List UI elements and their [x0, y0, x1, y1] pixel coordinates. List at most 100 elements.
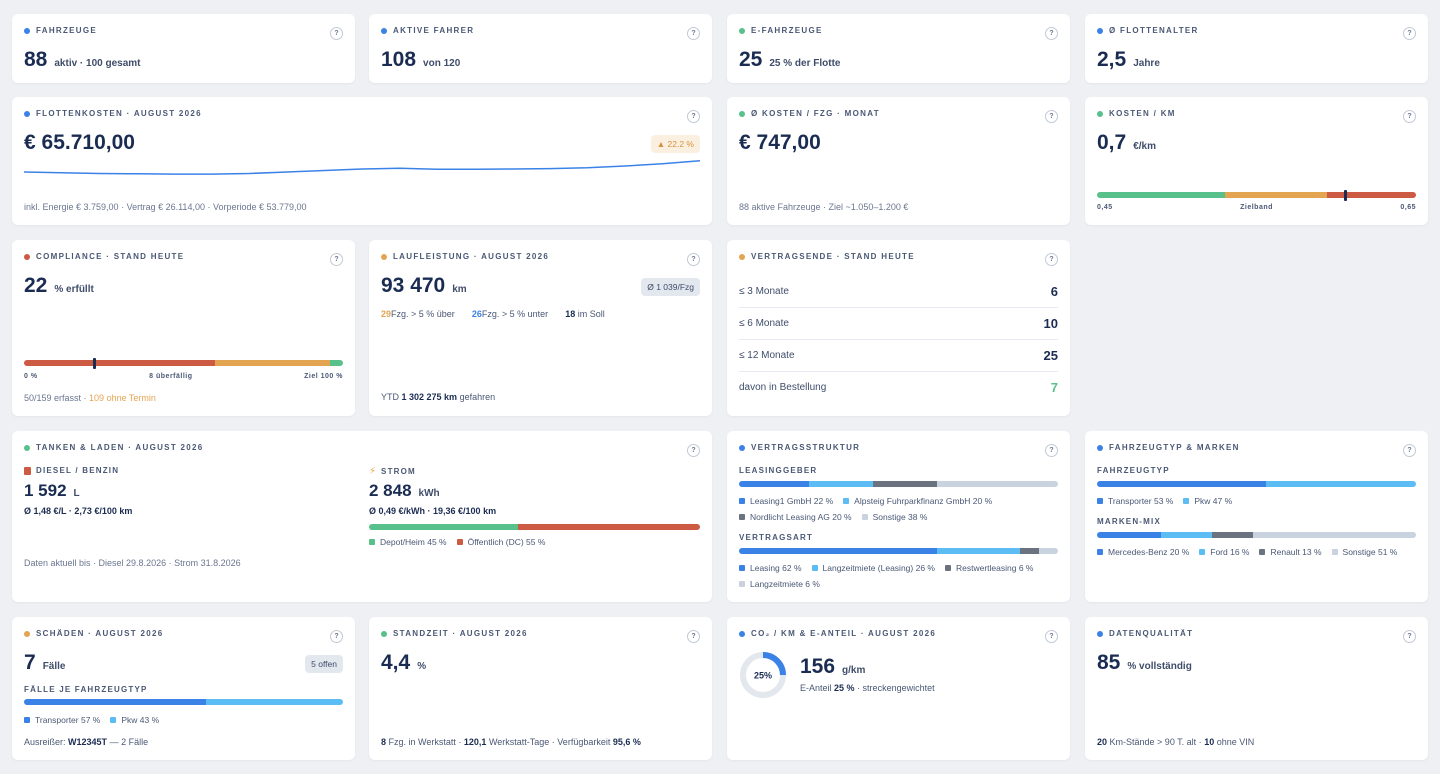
bar-segment: [1038, 548, 1058, 554]
kpi-value: 88: [24, 48, 48, 71]
status-dot: [24, 27, 30, 34]
help-icon[interactable]: ?: [1045, 27, 1058, 40]
kpi-detail: 25 % der Flotte: [769, 58, 841, 69]
card-schaeden: Schäden · August 2026 ? 7 Fälle 5 offen F…: [12, 617, 355, 760]
help-icon[interactable]: ?: [1403, 630, 1416, 643]
scale-min: 0,45: [1097, 204, 1113, 211]
card-laufleistung: Laufleistung · August 2026 ? 93 470 km Ø …: [369, 240, 712, 416]
schaeden-legend: Transporter 57 % Pkw 43 %: [24, 715, 343, 725]
card-title: Ø Kosten / Fzg · Monat: [751, 109, 880, 118]
help-icon[interactable]: ?: [330, 630, 343, 643]
co2-value: 156: [800, 655, 836, 678]
compliance-no-date: 109 ohne Termin: [89, 393, 156, 403]
kpi-value: € 747,00: [739, 131, 821, 154]
strom-split-bar: [369, 524, 700, 530]
legend-item: Transporter 53 %: [1097, 496, 1173, 506]
ytd-value: 1 302 275 km: [401, 392, 458, 402]
list-item[interactable]: ≤ 12 Monate 25: [739, 348, 1058, 372]
marken-legend: Mercedes-Benz 20 % Ford 16 % Renault 13 % S…: [1097, 547, 1416, 557]
status-dot: [1097, 110, 1103, 117]
tanken-footer: Daten aktuell bis · Diesel 29.8.2026 · S…: [24, 558, 241, 568]
legend-item: Langzeitmiete 6 %: [739, 579, 820, 589]
card-vertragsstruktur: Vertragsstruktur ? Leasinggeber Leasing1…: [727, 431, 1070, 602]
kpi-unit: km: [452, 284, 467, 295]
fuel-pump-icon: [24, 466, 31, 475]
bar-segment: [809, 481, 873, 487]
legend-label: Restwertleasing 6 %: [955, 563, 1034, 573]
legend-swatch: [1183, 498, 1190, 504]
kpi-detail: von 120: [423, 58, 461, 69]
help-icon[interactable]: ?: [687, 630, 700, 643]
card-vertragsende: Vertragsende · Stand heute ? ≤ 3 Monate 6…: [727, 240, 1070, 416]
help-icon[interactable]: ?: [687, 253, 700, 266]
lightning-icon: ⚡: [369, 466, 377, 477]
legend-label: Transporter 57 %: [35, 715, 101, 725]
help-icon[interactable]: ?: [687, 110, 700, 123]
bar-segment: [205, 699, 343, 705]
scale-label: Zielband: [1240, 204, 1273, 211]
scale-min: 0 %: [24, 373, 38, 380]
list-item[interactable]: ≤ 6 Monate 10: [739, 316, 1058, 340]
card-title: Fahrzeuge: [36, 26, 98, 35]
bar-segment: [739, 548, 937, 554]
cost-trend-chart: [24, 160, 700, 175]
legend-swatch: [739, 514, 745, 520]
kpi-value: 108: [381, 48, 417, 71]
legend-label: Langzeitmiete 6 %: [750, 579, 820, 589]
bar-segment: [24, 699, 206, 705]
kpi-value: 0,7: [1097, 131, 1127, 154]
legend-label: Sonstige 51 %: [1342, 547, 1398, 557]
bar-segment: [1097, 481, 1267, 487]
legend-label: Pkw 47 %: [1194, 496, 1233, 506]
kpi-detail: aktiv · 100 gesamt: [54, 58, 141, 69]
help-icon[interactable]: ?: [1045, 110, 1058, 123]
help-icon[interactable]: ?: [330, 253, 343, 266]
legend-swatch: [843, 498, 850, 504]
scale-max: 0,65: [1400, 204, 1416, 211]
card-tanken-laden: Tanken & Laden · August 2026 ? Diesel / …: [12, 431, 712, 602]
status-dot: [24, 444, 30, 451]
card-flottenkosten: Flottenkosten · August 2026 ? € 65.710,0…: [12, 97, 712, 225]
legend-item: Leasing1 GmbH 22 %: [739, 496, 833, 506]
legend-label: Sonstige 38 %: [872, 512, 928, 522]
help-icon[interactable]: ?: [687, 27, 700, 40]
status-dot: [381, 630, 387, 637]
bar-segment: [739, 481, 810, 487]
depot-segment: [369, 524, 518, 530]
help-icon[interactable]: ?: [687, 444, 700, 457]
help-icon[interactable]: ?: [1403, 27, 1416, 40]
legend-label: Renault 13 %: [1270, 547, 1322, 557]
help-icon[interactable]: ?: [330, 27, 343, 40]
e-anteil-donut: 25%: [740, 652, 786, 698]
card-title: CO₂ / km & E-Anteil · August 2026: [751, 629, 937, 638]
kpi-value: € 65.710,00: [24, 131, 135, 154]
help-icon[interactable]: ?: [1403, 110, 1416, 123]
kpi-detail: Jahre: [1133, 58, 1160, 69]
card-e-fahrzeuge: E-Fahrzeuge ? 25 25 % der Flotte: [727, 14, 1070, 83]
card-title: Aktive Fahrer: [393, 26, 475, 35]
kfzm-footer: 88 aktive Fahrzeuge · Ziel ~1.050–1.200 …: [739, 202, 909, 212]
kpi-value: 2,5: [1097, 48, 1127, 71]
legend-item: Nordlicht Leasing AG 20 %: [739, 512, 852, 522]
list-item[interactable]: davon in Bestellung 7: [739, 380, 1058, 395]
outlier-vehicle[interactable]: W12345T: [68, 737, 108, 747]
card-title: Datenqualität: [1109, 629, 1194, 638]
legend-label: Langzeitmiete (Leasing) 26 %: [822, 563, 935, 573]
bar-segment: [936, 481, 1058, 487]
list-item[interactable]: ≤ 3 Monate 6: [739, 284, 1058, 308]
status-dot: [24, 253, 30, 260]
help-icon[interactable]: ?: [1403, 444, 1416, 457]
card-title: Laufleistung · August 2026: [393, 252, 550, 261]
help-icon[interactable]: ?: [1045, 444, 1058, 457]
card-title: Schäden · August 2026: [36, 629, 164, 638]
fahrzeugtyp-legend: Transporter 53 % Pkw 47 %: [1097, 496, 1416, 506]
card-title: Vertragsstruktur: [751, 443, 861, 452]
help-icon[interactable]: ?: [1045, 253, 1058, 266]
bar-segment: [1097, 532, 1161, 538]
legend-swatch: [739, 581, 745, 587]
legend-item: Leasing 62 %: [739, 563, 802, 573]
card-title: Kosten / km: [1109, 109, 1176, 118]
section-marken-mix: Marken-Mix: [1097, 517, 1161, 526]
help-icon[interactable]: ?: [1045, 630, 1058, 643]
cost-footer: inkl. Energie € 3.759,00 · Vertrag € 26.…: [24, 202, 307, 212]
